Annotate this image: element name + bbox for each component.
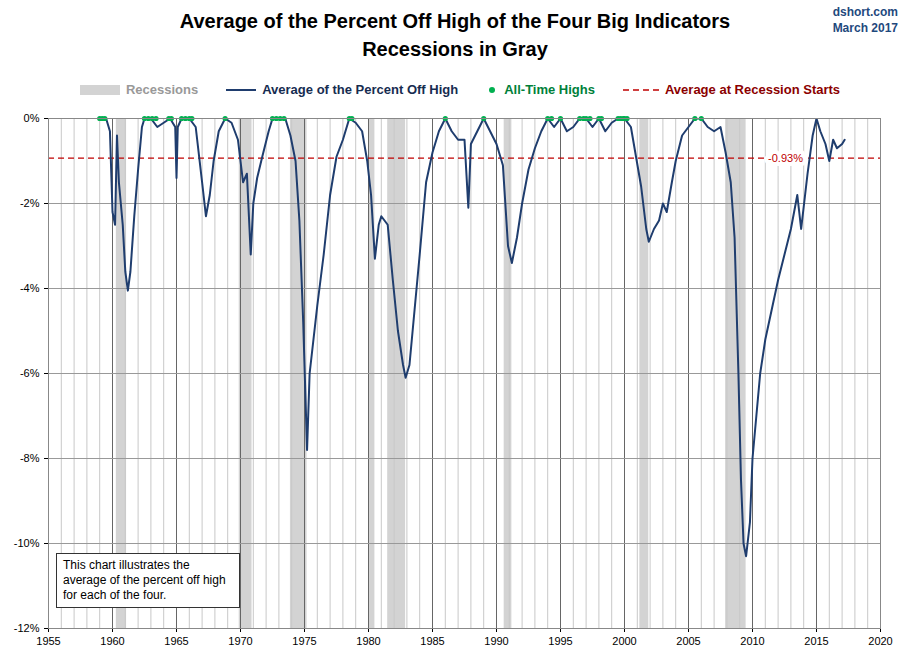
svg-text:1980: 1980 [356,635,380,647]
svg-text:1975: 1975 [292,635,316,647]
html-text:Average of the Percent Off Hig: Average of the Percent Off High of the F… [179,10,731,32]
html-text:March 2017: March 2017 [832,21,898,35]
svg-text:-4%: -4% [20,282,40,294]
html-text:All-Time Highs: All-Time Highs [504,82,595,97]
svg-text:1955: 1955 [36,635,60,647]
svg-text:1995: 1995 [548,635,572,647]
html-text:Recessions in Gray: Recessions in Gray [362,38,548,60]
svg-text:1970: 1970 [228,635,252,647]
svg-text:-0.93%: -0.93% [768,152,803,164]
html-text:Average at Recession Starts: Average at Recession Starts [665,82,841,97]
html-text:Recessions: Recessions [125,82,199,97]
html-text:Average of the Percent Off Hig: Average of the Percent Off High [262,82,459,97]
svg-text:1985: 1985 [420,635,444,647]
svg-text:1960: 1960 [100,635,124,647]
svg-text:2010: 2010 [740,635,764,647]
svg-text:2005: 2005 [676,635,700,647]
svg-text:1990: 1990 [484,635,508,647]
svg-text:1965: 1965 [164,635,188,647]
svg-text:-6%: -6% [20,367,40,379]
svg-text:-10%: -10% [14,537,40,549]
html-text:This chart illustrates the ave: This chart illustrates the average of th… [63,558,226,602]
svg-text:-8%: -8% [20,452,40,464]
svg-text:2015: 2015 [804,635,828,647]
svg-text:-2%: -2% [20,197,40,209]
html-text:dshort.com: dshort.com [832,5,898,19]
svg-text:2020: 2020 [868,635,892,647]
svg-text:2000: 2000 [612,635,636,647]
svg-text:-12%: -12% [14,622,40,634]
svg-text:0%: 0% [24,112,40,124]
